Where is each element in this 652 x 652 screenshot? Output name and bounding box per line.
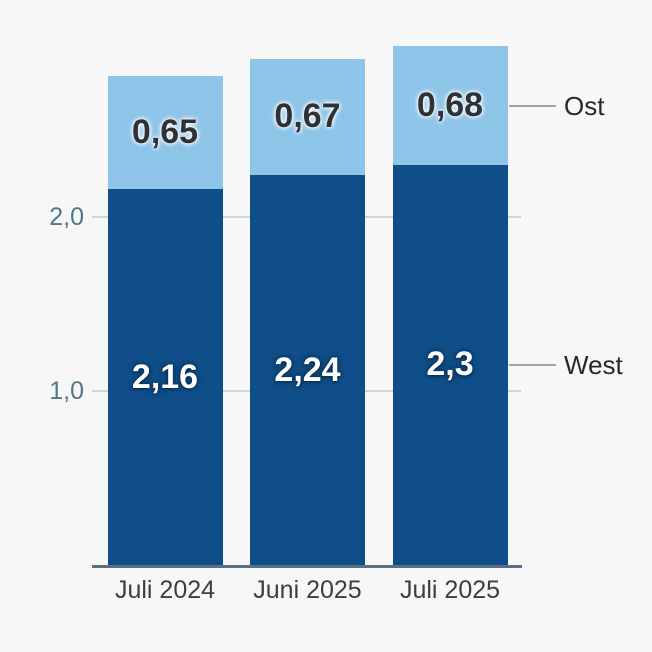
legend-label-west: West <box>564 349 623 380</box>
category-label: Juli 2024 <box>114 575 216 604</box>
bar-segment-ost: 0,65 <box>107 76 223 190</box>
value-label: 2,24 <box>274 350 341 389</box>
bar-segment-west: 2,24 <box>250 175 365 565</box>
legend-label-ost: Ost <box>564 90 605 121</box>
value-label: 2,16 <box>131 357 199 396</box>
legend-connector-line <box>509 104 556 107</box>
value-label: 0,65 <box>131 113 199 152</box>
value-label: 0,68 <box>416 86 484 125</box>
y-tick-label: 2,0 <box>49 202 84 231</box>
y-tick-label: 1,0 <box>49 376 84 405</box>
bar-segment-west: 2,3 <box>392 164 508 565</box>
category-label: Juli 2025 <box>399 575 501 604</box>
bar-segment-ost: 0,67 <box>250 58 365 176</box>
value-label: 2,3 <box>426 345 474 384</box>
bar-segment-west: 2,16 <box>107 189 223 565</box>
bar-segment-ost: 0,68 <box>392 46 508 165</box>
legend-connector-line <box>509 363 556 366</box>
x-axis-line <box>92 564 522 568</box>
value-label: 0,67 <box>274 97 341 136</box>
category-label: Juni 2025 <box>253 575 362 604</box>
